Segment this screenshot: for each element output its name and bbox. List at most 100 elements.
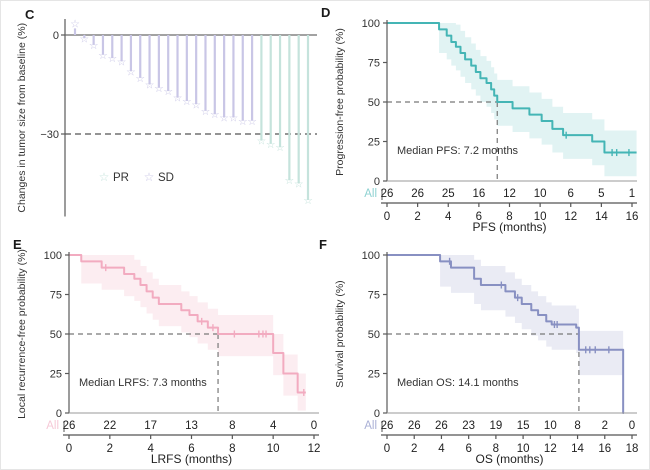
- y-tick-label: −30: [40, 129, 59, 141]
- y-tick-label: 75: [368, 58, 380, 70]
- response-star-icon: ☆: [163, 86, 173, 98]
- median-annotation: Median OS: 14.1 months: [397, 377, 519, 389]
- risk-count: 8: [229, 420, 235, 432]
- response-star-icon: ☆: [191, 99, 201, 111]
- confidence-band: [440, 255, 624, 411]
- x-tick-label: 10: [517, 443, 530, 455]
- risk-count: 22: [103, 420, 116, 432]
- median-annotation: Median PFS: 7.2 months: [397, 145, 519, 157]
- response-star-icon: ☆: [117, 56, 127, 68]
- response-star-icon: ☆: [126, 66, 136, 78]
- risk-count: 15: [517, 420, 530, 432]
- x-tick-label: 8: [493, 443, 499, 455]
- response-star-icon: ☆: [210, 109, 220, 121]
- risk-count: 13: [185, 420, 198, 432]
- response-star-icon: ☆: [145, 80, 155, 92]
- risk-row-label: All: [364, 188, 377, 200]
- y-tick-label: 0: [56, 408, 62, 420]
- y-tick-label: 0: [374, 408, 380, 420]
- risk-row-label: All: [46, 420, 59, 432]
- risk-count: 26: [381, 188, 394, 200]
- risk-count: 0: [629, 420, 635, 432]
- legend-label: SD: [158, 172, 174, 184]
- risk-count: 4: [270, 420, 277, 432]
- response-star-icon: ☆: [219, 113, 229, 125]
- x-tick-label: 6: [476, 211, 482, 223]
- response-star-icon: ☆: [182, 96, 192, 108]
- response-star-icon: ☆: [294, 179, 304, 191]
- x-tick-label: 0: [384, 443, 390, 455]
- panel-label-d: D: [321, 5, 331, 20]
- panel-label-c: C: [25, 7, 35, 22]
- x-axis-title: LRFS (months): [151, 452, 232, 466]
- x-tick-label: 6: [188, 443, 194, 455]
- risk-count: 2: [602, 420, 608, 432]
- x-tick-label: 4: [147, 443, 154, 455]
- km-curve: [387, 22, 637, 154]
- response-star-icon: ☆: [303, 195, 313, 207]
- x-tick-label: 2: [414, 211, 420, 223]
- y-tick-label: 100: [362, 250, 380, 262]
- y-tick-label: 50: [368, 97, 380, 109]
- x-tick-label: 10: [534, 211, 547, 223]
- response-star-icon: ☆: [256, 136, 266, 148]
- risk-count: 17: [144, 420, 157, 432]
- x-tick-label: 0: [384, 211, 390, 223]
- response-star-icon: ☆: [135, 73, 145, 85]
- x-axis-title: PFS (months): [472, 220, 546, 234]
- risk-count: 26: [63, 420, 76, 432]
- waterfall-chart-tumor-size: 0 −30 Changes in tumor size from baseline …: [16, 18, 317, 217]
- response-star-icon: ☆: [229, 113, 239, 125]
- y-tick-label: 50: [368, 329, 380, 341]
- risk-count: 10: [534, 188, 547, 200]
- y-tick-label: 25: [50, 369, 62, 381]
- y-tick-label: 0: [374, 176, 380, 188]
- x-tick-label: 12: [308, 443, 321, 455]
- legend-star-icon: ☆: [144, 170, 155, 184]
- x-tick-label: 0: [66, 443, 72, 455]
- confidence-band: [439, 23, 637, 177]
- y-axis-title: Changes in tumor size from baseline (%): [16, 23, 28, 213]
- legend-star-icon: ☆: [99, 170, 110, 184]
- km-curve: [387, 254, 625, 414]
- response-star-icon: ☆: [79, 33, 89, 45]
- response-star-icon: ☆: [89, 40, 99, 52]
- x-tick-label: 10: [267, 443, 280, 455]
- response-star-icon: ☆: [266, 139, 276, 151]
- x-tick-label: 16: [626, 211, 639, 223]
- response-star-icon: ☆: [173, 93, 183, 105]
- median-annotation: Median LRFS: 7.3 months: [79, 377, 207, 389]
- response-star-icon: ☆: [238, 116, 248, 128]
- y-axis-title: Progression-free probability (%): [334, 28, 346, 176]
- x-tick-label: 2: [411, 443, 417, 455]
- risk-row-label: All: [364, 420, 377, 432]
- y-tick-label: 25: [368, 369, 380, 381]
- legend-label: PR: [113, 172, 129, 184]
- x-tick-label: 16: [598, 443, 611, 455]
- risk-count: 26: [435, 420, 448, 432]
- x-tick-label: 14: [595, 211, 608, 223]
- x-tick-label: 14: [571, 443, 584, 455]
- response-star-icon: ☆: [247, 116, 257, 128]
- response-star-icon: ☆: [275, 142, 285, 154]
- panel-label-e: E: [13, 237, 22, 252]
- risk-count: 16: [472, 188, 485, 200]
- x-tick-label: 8: [506, 211, 512, 223]
- y-tick-label: 0: [53, 30, 59, 42]
- x-tick-label: 4: [445, 211, 452, 223]
- risk-count: 25: [442, 188, 455, 200]
- risk-count: 19: [489, 420, 502, 432]
- y-tick-label: 50: [50, 329, 62, 341]
- x-tick-label: 12: [544, 443, 557, 455]
- risk-count: 23: [462, 420, 475, 432]
- response-star-icon: ☆: [107, 53, 117, 65]
- risk-count: 0: [311, 420, 317, 432]
- km-curve: [69, 254, 306, 394]
- y-tick-label: 25: [368, 137, 380, 149]
- risk-count: 26: [411, 188, 424, 200]
- y-tick-label: 100: [44, 250, 62, 262]
- y-axis-title: Survival probability (%): [334, 280, 346, 387]
